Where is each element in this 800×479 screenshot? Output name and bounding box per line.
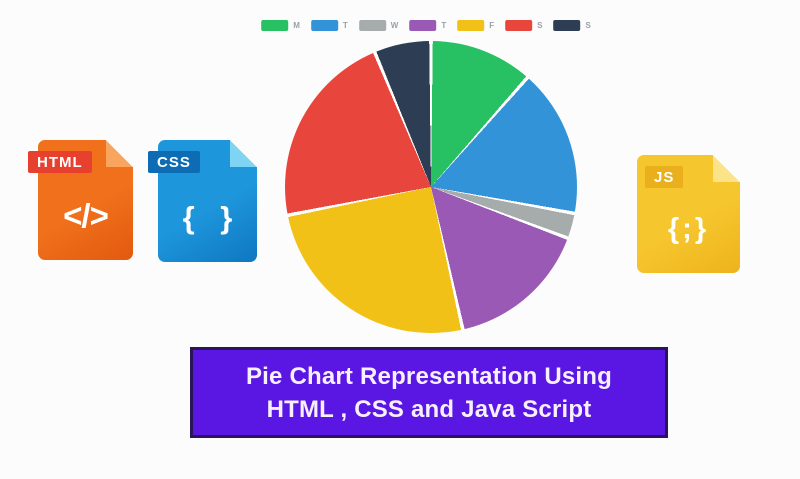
legend-item: S [553, 20, 591, 31]
legend-swatch [409, 20, 437, 31]
legend-swatch [553, 20, 581, 31]
css-badge: CSS [148, 151, 200, 173]
legend-item: W [358, 20, 399, 31]
js-file-icon: JS {;} [637, 155, 740, 273]
pie-chart [285, 41, 577, 333]
code-tag-icon: </> [63, 197, 109, 234]
legend-item: S [505, 20, 542, 31]
legend-item: F [457, 20, 494, 31]
page-fold-icon [230, 140, 257, 167]
legend-label: M [293, 20, 300, 30]
legend-label: S [585, 20, 591, 30]
curly-braces-icon: { } [182, 200, 233, 235]
legend-label: T [441, 20, 447, 30]
html-badge: HTML [28, 151, 92, 173]
legend-item: T [310, 20, 348, 31]
legend-label: W [390, 20, 399, 30]
title-banner: Pie Chart Representation Using HTML , CS… [190, 347, 668, 438]
banner-title-line1: Pie Chart Representation Using [245, 362, 613, 390]
legend-label: S [537, 20, 543, 30]
legend-swatch [261, 20, 289, 31]
css-file-icon: CSS { } [148, 140, 257, 262]
banner-title-line2: HTML , CSS and Java Script [266, 395, 592, 423]
legend-label: F [489, 20, 495, 30]
legend-swatch [505, 20, 533, 31]
legend-swatch [457, 20, 485, 31]
legend-item: M [261, 20, 300, 31]
js-badge: JS [645, 166, 684, 188]
legend-label: T [342, 20, 348, 30]
braces-semicolon-icon: {;} [667, 212, 710, 245]
page-fold-icon [106, 140, 133, 167]
html-file-icon: HTML </> [28, 140, 133, 260]
page-fold-icon [713, 155, 740, 182]
legend-swatch [310, 20, 338, 31]
legend-item: T [409, 20, 446, 31]
legend-swatch [358, 20, 386, 31]
